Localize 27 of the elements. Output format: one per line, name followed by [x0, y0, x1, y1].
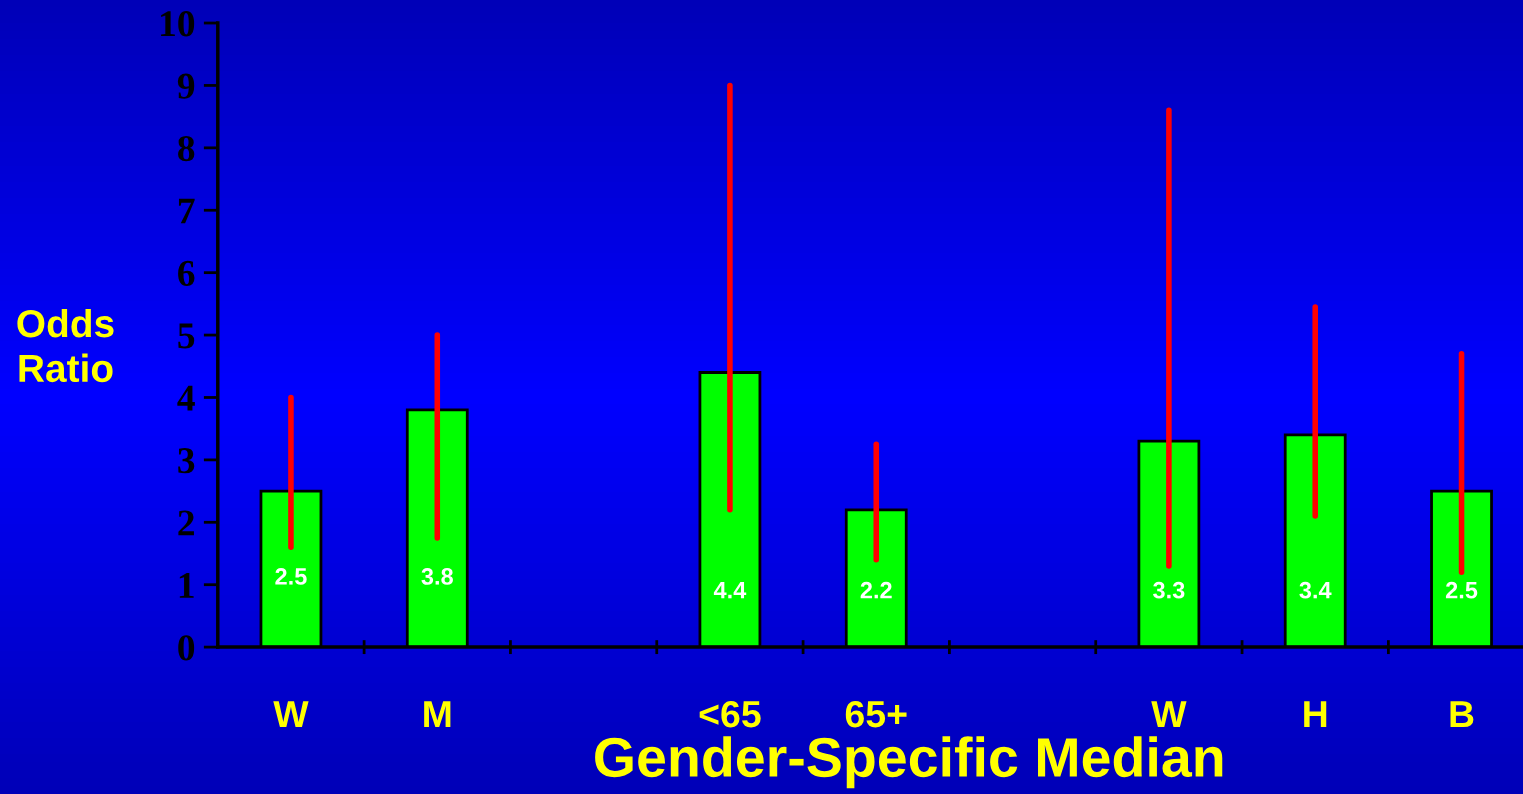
y-tick-label: 5 — [178, 323, 195, 349]
y-tick-label: 1 — [179, 572, 194, 598]
x-axis-title: Gender-Specific Median — [595, 736, 1223, 789]
x-tick-label: B — [1450, 701, 1474, 728]
data-label: 3.4 — [1299, 581, 1332, 599]
data-label: 2.5 — [275, 568, 307, 585]
y-tick-label: 6 — [178, 260, 195, 287]
y-tick-label: 0 — [178, 635, 195, 661]
x-tick-label: W — [273, 701, 309, 728]
data-label: 2.5 — [1445, 581, 1478, 599]
x-tick-label: W — [1151, 701, 1187, 728]
y-axis-title: Odds Ratio — [17, 308, 114, 383]
y-tick-label: 8 — [178, 135, 195, 162]
y-tick-label: 4 — [177, 385, 195, 411]
x-tick-label: <65 — [699, 700, 761, 728]
y-tick-label: 7 — [178, 198, 195, 224]
data-label: 3.8 — [421, 568, 453, 585]
y-tick-label: 9 — [177, 73, 195, 99]
x-tick-label: M — [424, 701, 451, 728]
x-tick-label: H — [1304, 701, 1327, 728]
data-label: 2.2 — [860, 581, 892, 599]
data-label: 3.3 — [1153, 581, 1185, 599]
data-label: 4.4 — [713, 582, 747, 599]
y-tick-label: 2 — [178, 510, 194, 536]
x-tick-label: 65+ — [845, 700, 907, 728]
y-tick-label: 3 — [178, 448, 195, 474]
y-tick-label: 10 — [161, 11, 195, 37]
